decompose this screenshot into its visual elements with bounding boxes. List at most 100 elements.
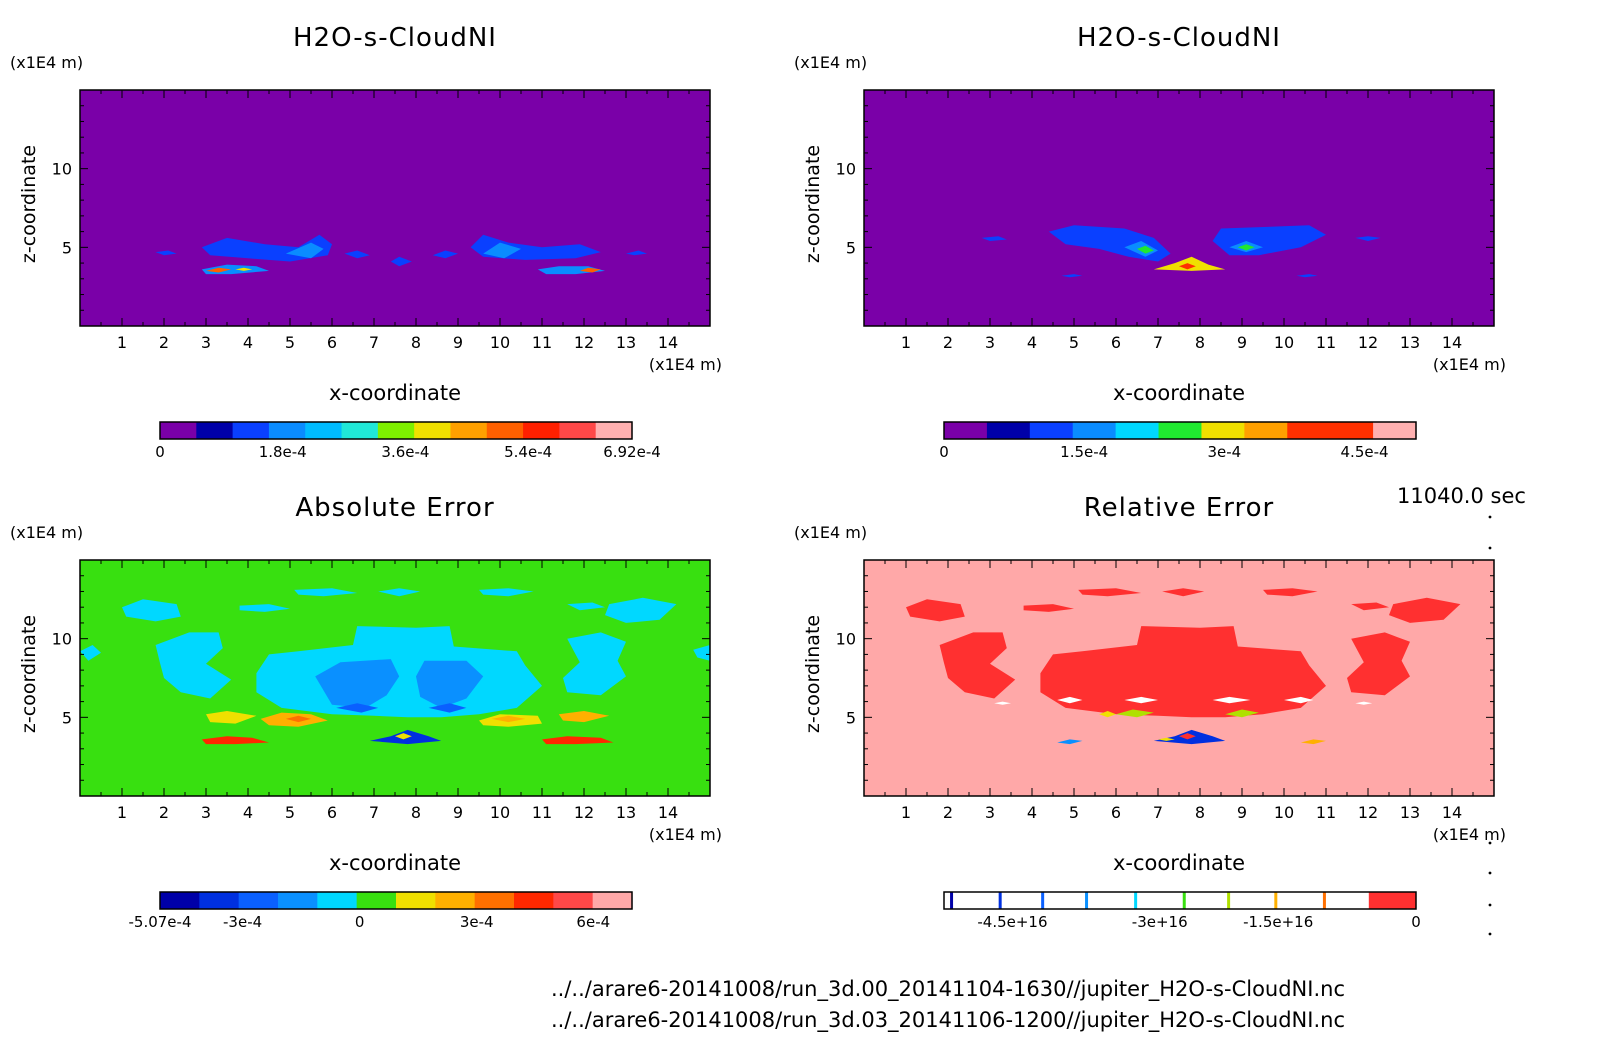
- x-tick-label: 13: [1400, 333, 1420, 352]
- colorbar-frame: [943, 891, 1417, 910]
- contour-region: [1061, 274, 1083, 278]
- colorbar-segment: [1368, 892, 1416, 909]
- x-tick-label: 2: [159, 803, 169, 822]
- colorbar-segment: [1134, 892, 1138, 909]
- colorbar-tick-label: 0: [355, 913, 365, 931]
- y-axis-label: z-coordinate: [802, 145, 824, 263]
- colorbar-segment: [998, 892, 1002, 909]
- x-tick-label: 6: [327, 803, 337, 822]
- x-tick-label: 3: [985, 333, 995, 352]
- colorbar-segment: [377, 422, 415, 439]
- colorbar-segment: [450, 422, 488, 439]
- x-tick-label: 12: [574, 333, 594, 352]
- colorbar-tick-label: -1.5e+16: [1243, 913, 1313, 931]
- y-tick-label: 10: [836, 630, 856, 649]
- contour-region: [483, 242, 521, 259]
- x-tick-label: 4: [243, 333, 253, 352]
- plot-area-background: [80, 90, 710, 326]
- colorbar-frame: [159, 891, 633, 910]
- colorbar-tick-label: 0: [1411, 913, 1421, 931]
- colorbar-tick-label: 3e-4: [1208, 443, 1242, 461]
- colorbar-segment: [944, 892, 1416, 909]
- colorbar-segment: [1072, 422, 1117, 439]
- x-tick-label: 8: [411, 333, 421, 352]
- colorbar-segment: [474, 892, 515, 909]
- contour-region: [1057, 739, 1083, 745]
- contour-region: [693, 645, 710, 661]
- colorbar-frame: [159, 421, 633, 440]
- x-tick-label: 2: [159, 333, 169, 352]
- contour-region: [1237, 244, 1255, 251]
- colorbar-segment: [1322, 892, 1326, 909]
- colorbar-tick-label: 3.6e-4: [381, 443, 429, 461]
- contour-region: [1078, 588, 1142, 597]
- x-tick-label: 14: [1442, 333, 1462, 352]
- contour-region: [491, 715, 526, 723]
- colorbar-tick-label: -3e-4: [223, 913, 262, 931]
- contour-region: [315, 659, 400, 708]
- colorbar-tick-label: -4.5e+16: [977, 913, 1047, 931]
- contour-fields: [981, 225, 1381, 278]
- x-axis-label: x-coordinate: [1113, 381, 1245, 405]
- y-tick-label: 10: [52, 160, 72, 179]
- contour-region: [416, 660, 484, 708]
- x-axis-unit: (x1E4 m): [649, 355, 722, 374]
- colorbar: -4.5e+16 -3e+16 -1.5e+16 0: [943, 891, 1421, 931]
- y-axis-unit: (x1E4 m): [794, 523, 867, 542]
- y-tick-label: 5: [846, 238, 856, 257]
- contour-region: [542, 736, 614, 745]
- contour-region: [906, 599, 965, 622]
- edge-dot: [1488, 515, 1492, 519]
- colorbar-segment: [160, 892, 200, 909]
- chart-panel-bottom-right: Relative Error(x1E4 m)1 2 3 4 5 6 7 8 9 10 11 12 13 1…: [794, 493, 1506, 931]
- x-tick-label: 11: [1316, 333, 1336, 352]
- x-tick-label: 12: [1358, 803, 1378, 822]
- colorbar-segment: [1029, 422, 1074, 439]
- colorbar-segment: [396, 892, 436, 909]
- contour-region: [558, 711, 610, 723]
- colorbar-tick-label: 3e-4: [460, 913, 494, 931]
- x-tick-label: 11: [532, 333, 552, 352]
- contour-region: [579, 267, 601, 273]
- contour-region: [155, 632, 232, 699]
- colorbar-segment: [278, 892, 318, 909]
- colorbar-segment: [435, 892, 476, 909]
- colorbar-segment: [414, 422, 452, 439]
- y-axis-unit: (x1E4 m): [10, 523, 83, 542]
- contour-region: [235, 267, 253, 271]
- colorbar-segment: [595, 422, 633, 439]
- chart-panel-top-left: H2O-s-CloudNI(x1E4 m)1 2 3 4 5 6 7 8 9 10 11 12 13 14…: [10, 23, 722, 461]
- colorbar: -5.07e-4 -3e-4 0 3e-4 6e-4: [129, 891, 633, 931]
- edge-dot: [1488, 903, 1492, 907]
- colorbar-segment: [559, 422, 597, 439]
- edge-dot: [1488, 871, 1492, 875]
- x-tick-label: 6: [1111, 333, 1121, 352]
- x-tick-label: 12: [1358, 333, 1378, 352]
- colorbar-tick-label: 6.92e-4: [603, 443, 661, 461]
- colorbar-segment: [523, 422, 560, 439]
- x-tick-label: 10: [1274, 803, 1294, 822]
- x-tick-label: 10: [1274, 333, 1294, 352]
- contour-region: [1057, 696, 1083, 704]
- x-tick-label: 13: [616, 333, 636, 352]
- colorbar-tick-label: -5.07e-4: [129, 913, 192, 931]
- colorbar-segment: [1182, 892, 1186, 909]
- x-axis-label: x-coordinate: [329, 851, 461, 875]
- colorbar-tick-label: 6e-4: [576, 913, 610, 931]
- edge-dot: [1488, 546, 1492, 550]
- chart-panel-bottom-left: Absolute Error(x1E4 m)1 2 3 4 5 6 7 8 9 10 11 12 13 1…: [10, 493, 722, 931]
- contour-region: [344, 250, 370, 259]
- colorbar-segment: [160, 422, 197, 439]
- y-axis-label: z-coordinate: [18, 145, 40, 263]
- colorbar-segment: [196, 422, 234, 439]
- colorbar-segment: [238, 892, 279, 909]
- x-tick-label: 10: [490, 803, 510, 822]
- x-axis-label: x-coordinate: [329, 381, 461, 405]
- contour-region: [390, 256, 412, 267]
- edge-dot: [1488, 932, 1492, 936]
- colorbar-segment: [986, 422, 1031, 439]
- colorbar-segment: [356, 892, 397, 909]
- time-label: 11040.0 sec: [1397, 484, 1526, 508]
- x-tick-label: 5: [1069, 803, 1079, 822]
- contour-region: [294, 588, 358, 597]
